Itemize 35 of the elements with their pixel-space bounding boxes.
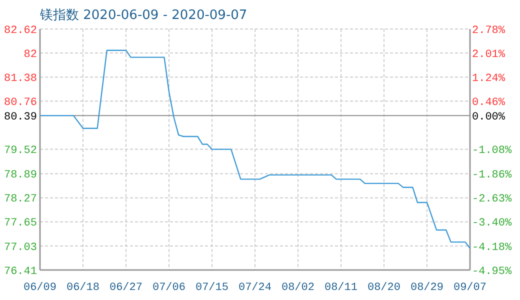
x-tick-label: 07/15 [195,282,229,294]
x-tick-label: 06/18 [66,282,100,294]
x-tick-label: 08/20 [367,282,401,294]
y2-tick-label: -4.18% [472,242,512,254]
x-tick-label: 06/09 [23,282,57,294]
y2-tick-label: -1.86% [472,170,512,182]
y2-tick-label: -1.08% [472,145,512,158]
x-tick-label: 07/06 [152,282,186,294]
y2-tick-label: 0.46% [472,97,506,110]
y-tick-label: 77.03 [4,242,37,254]
x-tick-label: 09/07 [453,282,487,294]
line-series [39,50,471,249]
x-tick-label: 08/11 [324,282,358,294]
x-tick-label: 08/29 [410,282,444,294]
y2-tick-label: -3.40% [472,218,512,230]
y-tick-label: 77.65 [4,218,37,230]
y2-tick-label: -4.95% [472,266,512,278]
y-tick-label: 79.52 [4,145,37,158]
y2-tick-label: -2.63% [472,194,512,206]
y2-tick-label: 1.24% [472,72,506,85]
x-tick-label: 08/02 [281,282,315,294]
x-tick-label: 06/27 [109,282,143,294]
y-tick-label: 80.39 [4,111,37,124]
x-tick-label: 07/24 [238,282,272,294]
y2-tick-label: 2.01% [472,48,506,61]
y-tick-label: 78.89 [4,170,37,182]
y2-tick-label: 2.78% [472,24,506,37]
y-tick-label: 80.76 [4,97,37,110]
y-tick-label: 78.27 [4,194,37,206]
chart-title: 镁指数 2020-06-09 - 2020-09-07 [39,8,248,23]
y2-tick-label: 0.00% [472,112,506,124]
y-tick-label: 82.62 [4,24,37,37]
y-tick-label: 81.38 [4,72,37,85]
y-tick-label: 82 [24,48,37,61]
y-tick-label: 76.41 [4,266,38,278]
